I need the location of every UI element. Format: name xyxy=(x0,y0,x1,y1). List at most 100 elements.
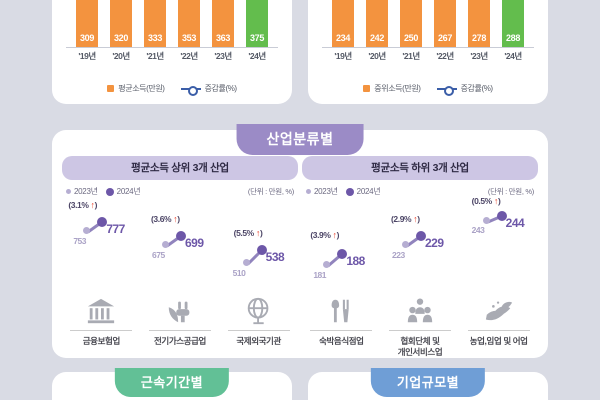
industry-group: (5.5% ↑) 538 510 xyxy=(222,194,296,352)
pct-close: ) xyxy=(259,228,263,238)
bar: 278 xyxy=(468,0,490,48)
bar-item: 333 xyxy=(144,0,166,48)
divider xyxy=(70,330,133,331)
up-arrow-icon: ↑ xyxy=(173,214,178,224)
bar-item: 267 xyxy=(434,0,456,48)
globe-icon xyxy=(222,286,296,326)
bar-value: 309 xyxy=(79,33,95,43)
legend-item-line: 증감률(%) xyxy=(180,83,238,96)
top-industries-panel: 평균소득 상위 3개 산업 2023년 2024년 (단위 : 만원, %) xyxy=(62,156,298,352)
bar-item: 353 xyxy=(178,0,200,48)
legend-dot-small-icon xyxy=(66,189,71,194)
legend-line-icon xyxy=(180,85,201,96)
point-2024-icon xyxy=(175,231,186,241)
up-arrow-icon: ↑ xyxy=(90,200,96,210)
chart-body: 234 242 250 26 xyxy=(322,0,534,70)
legend-label: 2024년 xyxy=(116,187,141,196)
pct-close: ) xyxy=(177,214,180,224)
industry-group: (3.6% ↑) 699 675 xyxy=(143,194,217,352)
bar-item: 242 xyxy=(366,0,388,48)
bar: 309 xyxy=(76,0,98,48)
x-tick: '19년 xyxy=(334,51,352,61)
panel-legend: 2023년 2024년 xyxy=(306,186,381,197)
bar-item: 375 xyxy=(246,0,268,48)
point-2024-icon xyxy=(496,211,507,221)
value-2024: 229 xyxy=(424,236,444,250)
industry-section-card: 산업분류별 평균소득 상위 3개 산업 2023년 2024년 (단위 : 만원… xyxy=(52,124,548,358)
value-2023: 675 xyxy=(151,250,165,260)
chart-legend: 평균소득(만원) 증감률(%) xyxy=(52,83,292,96)
bar-item: 363 xyxy=(212,0,234,48)
bar-value: 234 xyxy=(335,33,351,43)
industry-name: 전기가스공급업 xyxy=(154,336,206,346)
cutlery-icon xyxy=(304,286,378,326)
up-arrow-icon: ↑ xyxy=(332,230,338,240)
point-2024-icon xyxy=(97,217,108,227)
industry-name: 국제외국기관 xyxy=(236,336,281,346)
legend-label: 평균소득(만원) xyxy=(118,84,165,93)
bar: 333 xyxy=(144,0,166,48)
bar-value: 375 xyxy=(249,33,265,43)
x-tick: '21년 xyxy=(402,51,420,61)
x-tick: '24년 xyxy=(248,51,266,61)
bar-value: 288 xyxy=(505,33,521,43)
industry-name: 협회단체 및 개인서비스업 xyxy=(397,336,443,357)
value-2024: 188 xyxy=(346,254,365,268)
bar-value: 278 xyxy=(471,33,487,43)
legend-label: 중위소득(만원) xyxy=(374,84,421,93)
bar-item: 288 xyxy=(502,0,524,48)
legend-square-icon xyxy=(107,85,115,92)
trend-segment xyxy=(487,214,503,224)
pct-change: (3.6% ↑) xyxy=(151,214,180,224)
point-2023-icon xyxy=(161,241,169,248)
panel-subheader: 2023년 2024년 (단위 : 만원, %) xyxy=(302,186,538,197)
value-2023: 181 xyxy=(313,270,327,280)
value-2024: 777 xyxy=(106,222,125,236)
bar: 250 xyxy=(400,0,422,48)
up-arrow-icon: ↑ xyxy=(413,214,418,224)
pct-value: (0.5% xyxy=(471,196,493,206)
legend-label: 2023년 xyxy=(74,187,98,196)
plot-area: 309 320 333 35 xyxy=(72,0,272,48)
legend-item-bar: 중위소득(만원) xyxy=(363,83,421,94)
bar-value: 242 xyxy=(369,33,385,43)
bar: 267 xyxy=(434,0,456,48)
bar-group: 234 242 250 26 xyxy=(328,0,528,48)
bar: 363 xyxy=(212,0,234,48)
point-2023-icon xyxy=(323,261,331,268)
bar-value: 333 xyxy=(147,33,163,43)
industry-section-header: 산업분류별 xyxy=(236,124,364,155)
mini-plot: (0.5% ↑) 244 243 xyxy=(462,194,536,286)
legend-label: 증감률(%) xyxy=(460,84,494,93)
value-2024: 244 xyxy=(505,216,525,230)
company-size-section-card: 기업규모별 xyxy=(308,368,548,400)
bar: 353 xyxy=(178,0,200,48)
pct-close: ) xyxy=(94,200,98,210)
bar-item: 250 xyxy=(400,0,422,48)
value-2023: 510 xyxy=(232,268,246,278)
x-tick: '19년 xyxy=(78,51,96,61)
bank-icon xyxy=(64,286,138,326)
legend-line-icon xyxy=(436,85,457,96)
unit-label: (단위 : 만원, %) xyxy=(487,187,534,196)
x-axis-labels: '19년 '20년 '21년 '22년 '23년 '24년 xyxy=(328,50,528,70)
bar: 242 xyxy=(366,0,388,48)
pct-value: (5.5% xyxy=(233,228,255,238)
plug-leaf-icon xyxy=(143,286,217,326)
x-tick: '20년 xyxy=(112,51,130,61)
x-axis-line xyxy=(66,47,278,48)
up-arrow-icon: ↑ xyxy=(493,196,499,206)
x-tick: '22년 xyxy=(180,51,198,61)
value-2024: 538 xyxy=(265,250,285,264)
mini-plot: (3.9% ↑) 188 181 xyxy=(304,194,378,286)
legend-item-2023: 2023년 xyxy=(306,186,338,197)
legend-label: 증감률(%) xyxy=(204,84,238,93)
panel-subheader: 2023년 2024년 (단위 : 만원, %) xyxy=(62,186,298,197)
industry-group: (0.5% ↑) 244 243 xyxy=(462,194,536,352)
panel-title: 평균소득 상위 3개 산업 xyxy=(62,156,298,180)
people-icon xyxy=(383,286,457,326)
bar-value: 320 xyxy=(113,33,129,43)
pct-close: ) xyxy=(417,214,420,224)
mini-plot: (3.6% ↑) 699 675 xyxy=(143,194,217,286)
